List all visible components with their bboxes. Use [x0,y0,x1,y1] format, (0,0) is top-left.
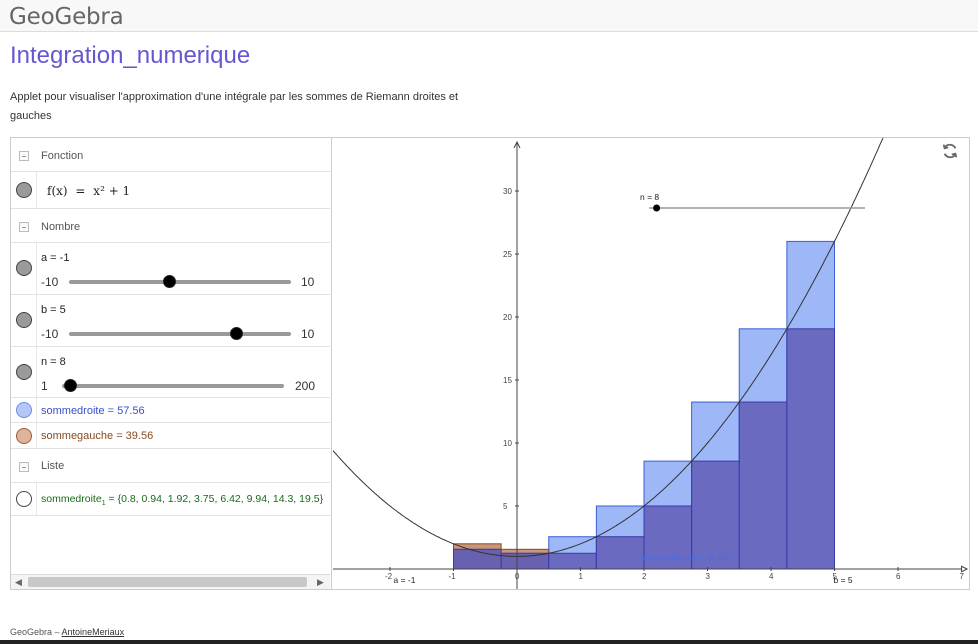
x-axis-arrow [960,565,969,573]
y-tick-label: 10 [503,439,512,448]
slider-track[interactable] [62,384,284,388]
collapse-icon[interactable] [19,222,29,232]
slider-label: n = 8 [41,356,66,368]
tick-labels: -2 -1 0 1 2 3 4 5 6 7 5 10 15 20 25 30 [385,187,965,581]
slider-track[interactable] [69,332,291,336]
graphics-view[interactable]: -2 -1 0 1 2 3 4 5 6 7 5 10 15 20 25 30 n = 8 a = -1 b =… [332,135,969,589]
x-tick-label: 3 [706,572,711,581]
visibility-toggle[interactable] [16,364,32,380]
slider-min: -10 [41,275,59,289]
plot-canvas[interactable]: -2 -1 0 1 2 3 4 5 6 7 5 10 15 20 25 30 n = 8 a = -1 b =… [332,135,969,589]
sommegauche-graphic-label: sommegauche = 39.56 [641,553,728,563]
refresh-icon[interactable] [941,142,959,160]
visibility-toggle[interactable] [16,182,32,198]
collapse-icon[interactable] [19,151,29,161]
left-sum-bar [738,401,788,570]
geogebra-logo[interactable]: GeoGebra [9,4,124,30]
bottom-border [0,640,978,644]
slider-max: 10 [301,275,315,289]
slider-max: 10 [301,327,315,341]
slider-min: 1 [41,379,48,393]
footer: GeoGebra – AntoineMeriaux [10,627,125,637]
left-sum-bar [786,328,835,570]
left-sum-bar [548,552,597,570]
x-tick-label: 2 [642,572,647,581]
sommedroite-value: sommedroite = 57.56 [41,405,145,417]
slider-max: 200 [295,379,316,393]
scroll-right-icon[interactable]: ▶ [317,577,324,587]
axes [333,140,969,589]
scroll-left-icon[interactable]: ◀ [15,577,22,587]
top-bar: GeoGebra [0,0,978,32]
list-value: sommedroite1 = {0.8, 0.94, 1.92, 3.75, 6… [41,493,324,508]
group-fonction[interactable]: Fonction [11,138,330,172]
slider-track[interactable] [69,280,291,284]
group-label: Nombre [41,221,81,233]
function-row[interactable]: f(x) = x² + 1 [11,172,330,209]
a-point-label: a = -1 [394,575,416,585]
slider-row-b[interactable]: b = 5 -10 10 [11,295,330,347]
footer-brand: GeoGebra [10,627,53,637]
slider-handle[interactable] [229,327,243,340]
list-row[interactable]: sommedroite1 = {0.8, 0.94, 1.92, 3.75, 6… [11,483,330,516]
function-curve[interactable] [332,135,885,557]
x-tick-label: 1 [579,572,584,581]
group-liste[interactable]: Liste [11,449,330,483]
function-formula: f(x) = x² + 1 [47,184,131,198]
left-sum-bars [453,328,835,570]
x-tick-label: -2 [385,572,393,581]
horizontal-scrollbar[interactable]: ◀ ▶ [11,574,330,589]
y-tick-label: 30 [503,187,512,196]
algebra-view: Fonction f(x) = x² + 1 Nombre a = -1 -10… [11,138,332,589]
x-tick-label: 0 [515,572,520,581]
scrollbar-thumb[interactable] [28,577,307,587]
visibility-toggle[interactable] [16,428,32,444]
lower-sum-bar [453,548,502,570]
y-axis-arrow [513,140,521,149]
group-label: Liste [41,460,65,472]
geogebra-applet: Fonction f(x) = x² + 1 Nombre a = -1 -10… [10,135,970,590]
group-nombre[interactable]: Nombre [11,209,330,243]
x-tick-label: 4 [769,572,774,581]
slider-row-a[interactable]: a = -1 -10 10 [11,243,330,295]
slider-label: a = -1 [41,252,70,264]
slider-label: b = 5 [41,304,66,316]
x-tick-label: 6 [896,572,901,581]
visibility-toggle[interactable] [16,491,32,507]
sommegauche-value: sommegauche = 39.56 [41,430,154,442]
visibility-toggle[interactable] [16,260,32,276]
slider-min: -10 [41,327,59,341]
x-tick-label: 7 [960,572,965,581]
y-tick-label: 15 [503,376,512,385]
slider-handle[interactable] [63,379,77,392]
y-tick-label: 5 [503,502,508,511]
collapse-icon[interactable] [19,462,29,472]
visibility-toggle[interactable] [16,312,32,328]
x-tick-label: -1 [449,572,457,581]
lower-sum-bar [500,552,550,570]
y-tick-label: 20 [503,313,512,322]
slider-row-n[interactable]: n = 8 1 200 [11,347,330,398]
group-label: Fonction [41,150,84,162]
left-sum-bar [595,536,645,570]
logo-text: GeoGebra [9,4,124,30]
visibility-toggle[interactable] [16,402,32,418]
left-sum-bar [691,460,740,570]
author-link[interactable]: AntoineMeriaux [61,627,125,637]
sommedroite-row[interactable]: sommedroite = 57.56 [11,398,330,423]
b-point-label: b = 5 [834,575,853,585]
x-tick-label: 5 [833,572,838,581]
page-description: Applet pour visualiser l'approximation d… [10,91,459,122]
y-tick-label: 25 [503,250,512,259]
slider-handle[interactable] [162,275,176,288]
graphics-n-slider-handle[interactable] [653,204,661,212]
page-title: Integration_numerique [10,42,251,69]
graphics-n-label: n = 8 [640,192,659,202]
sommegauche-row[interactable]: sommegauche = 39.56 [11,423,330,449]
